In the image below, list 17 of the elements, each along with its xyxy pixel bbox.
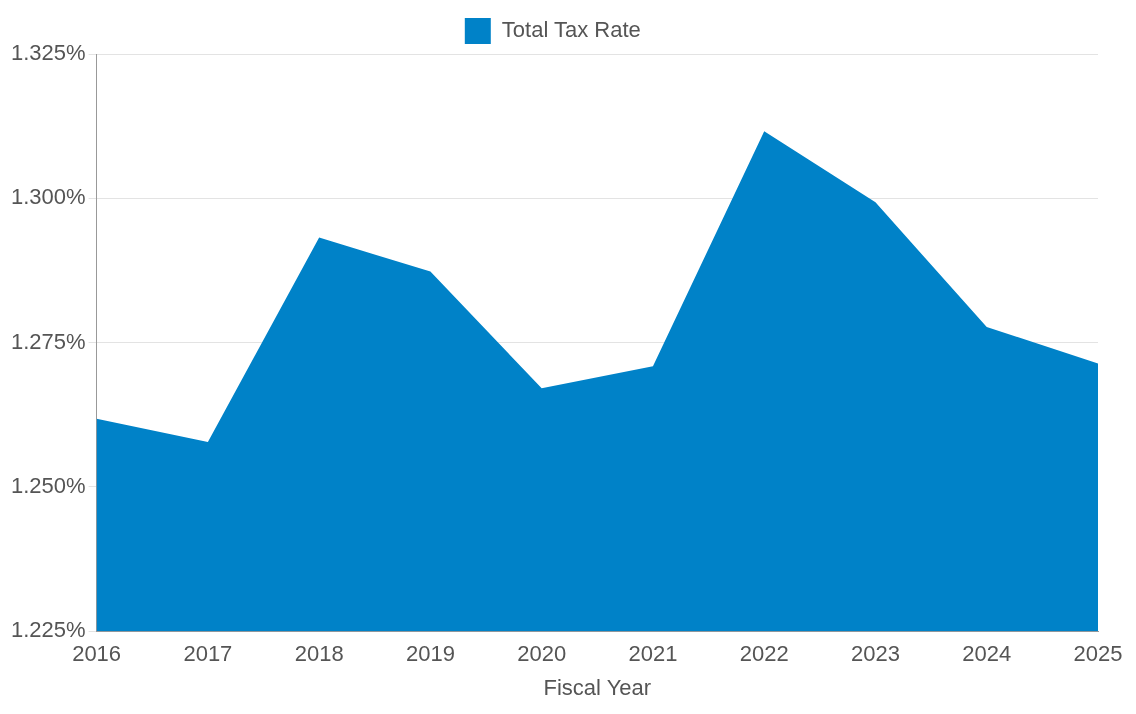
x-tick-label: 2024	[962, 641, 1012, 667]
x-tick-label: 2019	[405, 641, 455, 667]
y-tick-label: 1.225%	[10, 617, 86, 643]
legend-label: Total Tax Rate	[501, 17, 641, 43]
y-tick-label: 1.250%	[10, 472, 86, 498]
x-tick-label: 2018	[294, 641, 344, 667]
x-tick-label: 2021	[628, 641, 678, 667]
x-tick-label: 2020	[517, 641, 567, 667]
y-tick-label: 1.275%	[10, 328, 86, 354]
x-tick-label: 2022	[739, 641, 789, 667]
y-tick-label: 1.325%	[10, 40, 86, 66]
x-tick-label: 2023	[850, 641, 900, 667]
y-tick-label: 1.300%	[10, 184, 86, 210]
x-tick-label: 2017	[183, 641, 233, 667]
x-axis-title: Fiscal Year	[543, 674, 652, 700]
x-tick-label: 2016	[72, 641, 122, 667]
x-tick-label: 2025	[1073, 641, 1123, 667]
